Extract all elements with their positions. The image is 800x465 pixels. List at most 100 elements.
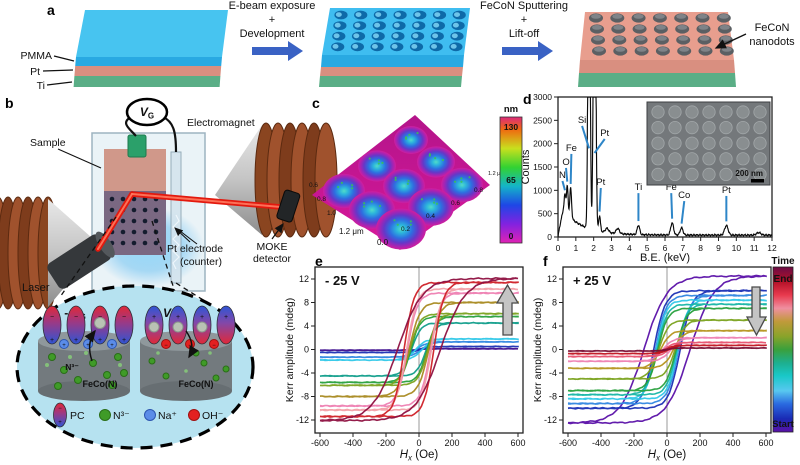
laser-label: Laser	[22, 282, 50, 294]
d-xtick: 3	[609, 243, 614, 253]
afm-bump	[394, 126, 428, 154]
sem-nanodot	[651, 136, 665, 150]
panel-a-schematic: PMMA Pt Ti E-beam exposure + Development…	[21, 0, 796, 92]
loop-xtick: -400	[592, 438, 610, 448]
svg-text:+: +	[176, 314, 180, 321]
e-xlabel: Hx (Oe)	[400, 449, 439, 463]
moke-label-2: detector	[253, 253, 291, 265]
fecon-label-left: FeCo(N)	[83, 379, 118, 389]
d-xtick: 10	[732, 243, 742, 253]
hysteresis-loop	[567, 346, 767, 353]
peak-label: O	[562, 157, 569, 168]
svg-text:+: +	[200, 314, 204, 321]
hysteresis-loop	[319, 287, 519, 412]
hysteresis-loop	[567, 293, 767, 405]
sem-nanodot	[685, 105, 699, 119]
nanodots-label-1: FeCoN	[755, 22, 790, 34]
time-end-label: End	[774, 274, 793, 285]
sem-nanodot	[736, 136, 750, 150]
sample-dot	[131, 240, 137, 246]
loop-xtick: -200	[625, 438, 643, 448]
sem-nanodot	[719, 120, 733, 135]
sample-pointer	[57, 148, 102, 169]
layer-label-ti: Ti	[37, 80, 45, 92]
mechanism-inset: - VG + VG −+−+−+−++++++++−−− N³⁻ FeCo(N)…	[15, 284, 255, 450]
pc-legend-icon	[53, 402, 67, 428]
panel-label-c: c	[312, 95, 320, 111]
inset-legend: − + PC N³⁻ Na⁺ OH⁻	[53, 402, 224, 428]
hysteresis-loop	[319, 315, 519, 384]
moke-pointer	[271, 223, 284, 240]
d-xtick: 9	[716, 243, 721, 253]
n3-ion	[74, 376, 82, 384]
nanodots-pointer-arrow	[714, 33, 747, 49]
panel-label-b: b	[5, 95, 14, 111]
cuvette	[91, 132, 206, 292]
sem-nanodot	[685, 136, 699, 150]
zoom-line-1	[59, 216, 117, 298]
pt-electrode-label-2: (counter)	[180, 256, 222, 268]
hysteresis-loop	[567, 336, 767, 363]
c-axis-left-2: 1.0	[327, 210, 336, 217]
sem-nanodot	[651, 167, 665, 182]
d-ytick: 1000	[533, 185, 552, 195]
hysteresis-loop	[319, 340, 519, 359]
sem-nanodot	[685, 152, 699, 166]
sem-nanodot	[719, 136, 733, 150]
nm-tick-130: 130	[504, 122, 518, 132]
peak-pointer	[593, 138, 606, 154]
loop-xtick: -600	[311, 438, 329, 448]
peak-label: Ti	[635, 182, 643, 193]
fecon-label-right: FeCo(N)	[179, 379, 214, 389]
d-xtick: 5	[645, 243, 650, 253]
panel-label-a: a	[47, 2, 55, 18]
pole-cone-right	[215, 125, 262, 235]
svg-text:+: +	[110, 343, 114, 349]
sample-dot	[153, 240, 159, 246]
pt-pointer	[42, 69, 74, 72]
loop-ytick: 12	[299, 274, 309, 284]
sem-inset: 200 nm	[646, 101, 771, 186]
sem-nanodot	[753, 120, 767, 135]
time-start-label: Start	[772, 419, 794, 430]
svg-text:−: −	[164, 343, 168, 349]
c-axis-left-3: 1.2 μm	[339, 227, 364, 236]
d-xtick: 8	[698, 243, 703, 253]
loop-ytick: -8	[301, 392, 309, 402]
hysteresis-loop	[319, 321, 519, 378]
sem-nanodot	[702, 167, 716, 182]
step2-line2: Lift-off	[509, 28, 540, 40]
loop-xtick: 200	[444, 438, 459, 448]
afm-bump	[376, 208, 426, 250]
sem-nanodot	[668, 136, 682, 150]
step1-line1: E-beam exposure	[229, 0, 316, 12]
d-ytick: 1500	[533, 162, 552, 172]
svg-text:+: +	[50, 337, 54, 344]
f-title: + 25 V	[573, 273, 611, 288]
d-xtick: 12	[767, 243, 777, 253]
electromagnet-label: Electromagnet	[187, 117, 255, 129]
d-xtick: 6	[663, 243, 668, 253]
c-axis-right-0: 0.2	[401, 226, 410, 233]
sem-nanodot	[668, 152, 682, 166]
sample-dot	[142, 229, 148, 235]
hysteresis-loop	[319, 347, 519, 352]
peak-pointer	[581, 125, 590, 149]
loop-ytick: -4	[301, 368, 309, 378]
peak-label: Fe	[566, 143, 577, 154]
svg-text:+: +	[224, 314, 228, 321]
nm-colorbar	[499, 116, 523, 244]
d-xtick: 2	[591, 243, 596, 253]
nm-tick-65: 65	[506, 175, 516, 185]
sem-nanodot	[736, 152, 750, 166]
step2-plus: +	[521, 14, 527, 26]
hysteresis-loop	[567, 302, 767, 397]
n3-ion	[54, 382, 62, 390]
loop-ytick: -8	[549, 392, 557, 402]
loop-ytick: -12	[544, 415, 557, 425]
d-xtick: 1	[573, 243, 578, 253]
loop-xtick: -200	[377, 438, 395, 448]
panel-f-kerr-pos: -600 -400 -200 0 200 400 600 -12 -8 -4 0 4 8 12 + 25 …	[532, 256, 795, 463]
sem-nanodot	[753, 105, 767, 119]
loop-ytick: 12	[547, 274, 557, 284]
